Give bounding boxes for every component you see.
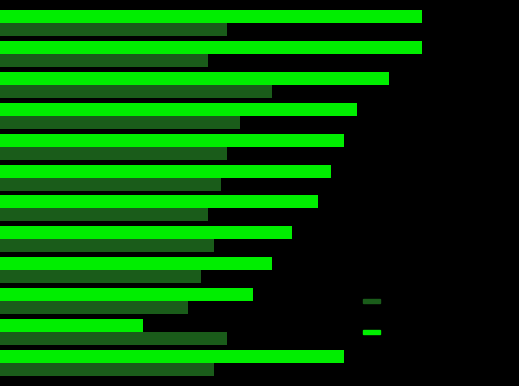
Bar [0,23,227,36]
Bar [0,72,389,85]
Bar [0,239,214,252]
Bar [0,10,421,23]
Bar [363,299,379,303]
Bar [0,54,208,67]
Bar [0,288,253,301]
Bar [0,208,208,222]
Bar [0,134,344,147]
Bar [0,226,292,239]
Bar [0,178,221,191]
Bar [0,147,227,160]
Bar [0,85,272,98]
Bar [0,332,227,345]
Bar [0,116,240,129]
Bar [363,330,379,334]
Bar [0,41,421,54]
Bar [0,363,214,376]
Bar [0,164,331,178]
Bar [0,103,357,116]
Bar [0,195,318,208]
Bar [0,257,272,270]
Bar [0,319,143,332]
Bar [0,270,201,283]
Bar [0,301,188,314]
Bar [0,350,344,363]
